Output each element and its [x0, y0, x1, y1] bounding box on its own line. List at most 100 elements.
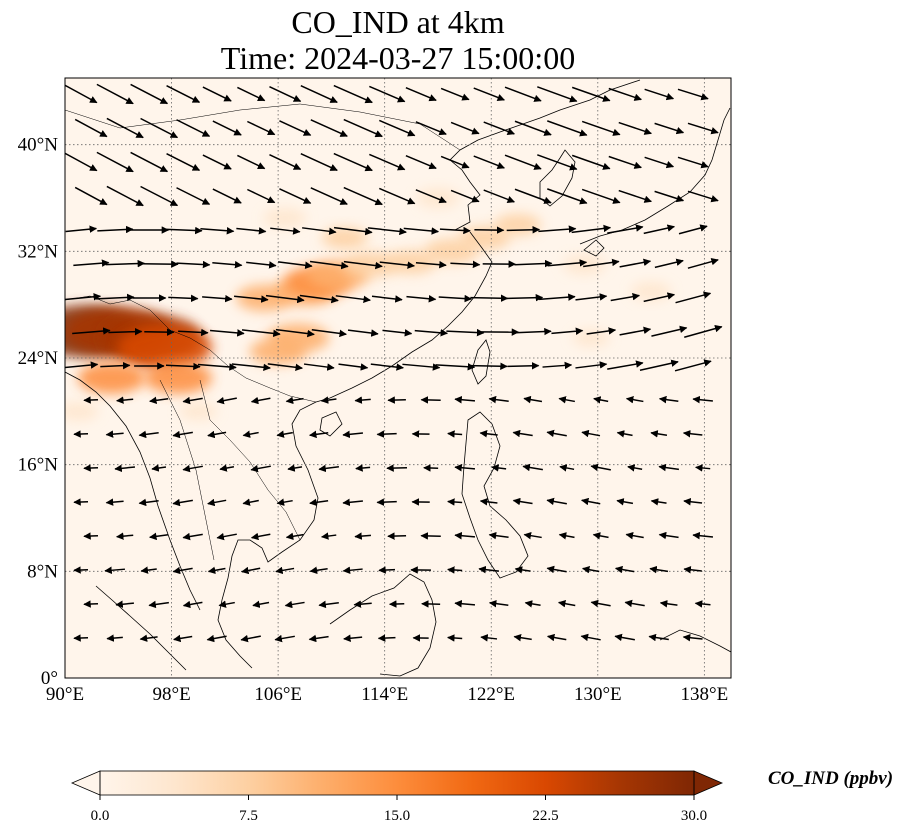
wind-arrow	[559, 464, 575, 472]
wind-arrow	[405, 87, 437, 102]
wind-arrow	[246, 261, 277, 269]
concentration-patch	[77, 362, 146, 394]
wind-arrow	[106, 185, 144, 207]
wind-arrow	[367, 227, 407, 236]
wind-arrow	[403, 227, 440, 235]
wind-arrow	[625, 531, 644, 540]
wind-arrow	[96, 151, 134, 173]
wind-arrow	[644, 156, 675, 169]
wind-arrow	[514, 259, 553, 268]
coastline-kyushu	[583, 239, 605, 257]
wind-arrow	[207, 498, 227, 507]
wind-arrow	[687, 190, 719, 203]
wind-arrow	[470, 294, 509, 302]
wind-arrow	[616, 498, 634, 506]
wind-arrow	[651, 325, 688, 337]
wind-arrow	[182, 464, 203, 473]
wind-arrow	[138, 430, 159, 439]
wind-arrow	[206, 634, 227, 643]
wind-arrow	[684, 324, 723, 338]
wind-arrow	[302, 227, 337, 236]
longitude-labels: 90°E 98°E 106°E 114°E 122°E 130°E 138°E	[46, 684, 728, 705]
wind-arrow	[338, 363, 369, 371]
wind-arrow	[682, 633, 703, 642]
wind-arrow	[610, 292, 641, 302]
wind-arrow	[182, 396, 203, 405]
wind-arrow	[473, 155, 505, 170]
wind-arrow	[546, 565, 567, 574]
wind-arrow	[675, 291, 712, 304]
wind-arrow	[140, 117, 179, 139]
wind-arrow	[376, 498, 397, 506]
wind-arrow	[659, 600, 678, 608]
wind-arrow	[172, 566, 193, 575]
coastline-indochina	[217, 401, 319, 669]
wind-arrow	[308, 634, 329, 643]
wind-arrow	[83, 464, 99, 472]
wind-arrow	[274, 634, 295, 643]
wind-arrow	[547, 259, 588, 267]
wind-arrow	[219, 464, 235, 472]
wind-arrow	[683, 566, 702, 574]
wind-arrow	[209, 329, 245, 337]
wind-arrow	[522, 463, 543, 472]
wind-arrow	[333, 226, 373, 236]
lon-tick-label: 122°E	[467, 684, 515, 705]
wind-arrow	[267, 363, 303, 372]
wind-arrow	[514, 566, 531, 574]
wind-arrow	[627, 464, 643, 472]
border-thailand	[159, 379, 215, 561]
wind-arrow	[202, 154, 232, 170]
wind-arrow	[677, 88, 709, 101]
wind-arrow	[447, 566, 463, 574]
wind-arrow	[176, 187, 211, 205]
colorbar-extend-low	[70, 770, 101, 796]
wind-arrow	[320, 532, 337, 540]
wind-arrow	[65, 225, 98, 233]
wind-arrow	[658, 531, 679, 540]
wind-arrow	[353, 600, 372, 608]
wind-arrow	[83, 600, 99, 608]
wind-arrow	[504, 86, 542, 102]
wind-arrow	[512, 497, 533, 506]
wind-arrow	[140, 260, 179, 268]
colorbar-extend-high	[693, 770, 724, 796]
wind-arrow	[74, 118, 108, 138]
wind-arrow	[342, 498, 363, 507]
wind-arrow	[300, 153, 338, 171]
wind-arrow	[138, 498, 159, 507]
wind-arrow	[73, 259, 110, 267]
colorbar-tick-label: 0.0	[91, 808, 110, 824]
wind-arrow	[250, 464, 271, 473]
wind-arrow	[618, 189, 652, 203]
border-china-south	[65, 295, 317, 403]
wind-arrow	[644, 88, 675, 101]
colorbar-gradient	[100, 771, 694, 795]
wind-arrow	[514, 120, 552, 136]
coastline-sumatra	[95, 585, 187, 671]
wind-arrow	[178, 328, 209, 337]
wind-arrow	[242, 498, 259, 506]
concentration-patch	[263, 207, 307, 229]
wind-arrow	[450, 260, 481, 269]
wind-arrow	[310, 119, 348, 137]
wind-arrow	[687, 257, 719, 269]
lat-tick-label: 0°	[41, 668, 58, 689]
wind-arrow	[537, 86, 578, 103]
wind-arrow	[140, 185, 179, 207]
wind-arrow	[447, 498, 463, 506]
wind-arrow	[72, 327, 111, 335]
wind-arrow	[523, 395, 543, 404]
wind-arrow	[285, 532, 304, 540]
colorbar-tick-label: 30.0	[681, 808, 707, 824]
wind-arrow	[234, 295, 269, 303]
wind-arrow	[218, 600, 235, 608]
wind-arrow	[151, 464, 167, 472]
colorbar-label: CO_IND (ppbv)	[768, 768, 894, 789]
wind-arrow	[415, 189, 447, 204]
wind-arrow	[149, 396, 169, 405]
wind-arrow	[343, 634, 363, 642]
wind-arrow	[275, 566, 295, 575]
wind-arrow	[166, 153, 201, 171]
wind-arrow	[607, 224, 644, 234]
